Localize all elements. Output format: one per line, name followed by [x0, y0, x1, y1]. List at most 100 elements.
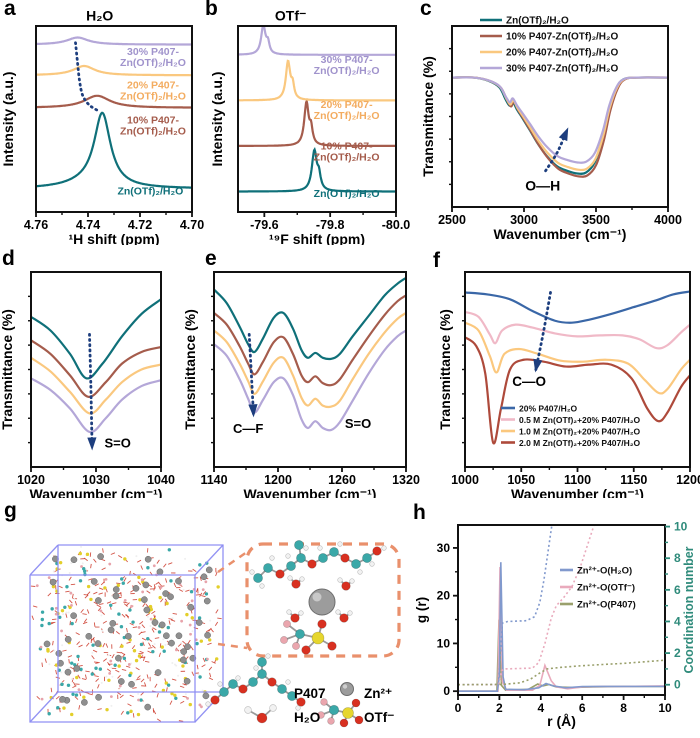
x-tick-label: 1050: [507, 473, 535, 487]
x-tick-label: 1040: [147, 473, 175, 487]
g-chart: P407 Zn²⁺ H₂O OTf⁻: [29, 540, 401, 728]
curve-label: 10% P407-Zn(OTf)₂/H₂O: [120, 115, 186, 138]
x-tick-label: 4000: [654, 213, 682, 227]
y-axis: [462, 295, 465, 444]
series-Zn(OTf)₂/H₂O: [214, 276, 406, 361]
x-tick-label: 8: [620, 701, 627, 715]
series-20% P407-Zn(OTf)₂/H₂O: [36, 64, 192, 77]
y-right-label: Coordination number: [682, 546, 696, 673]
curve-label: Zn(OTf)₂/H₂O: [314, 188, 380, 200]
simulation-box: [29, 544, 224, 723]
series-group: [36, 36, 192, 189]
x-axis: 2500 3000 3500 4000 Wavenumber (cm⁻¹): [438, 207, 682, 242]
y-right-tick: 10: [674, 520, 688, 534]
x-axis-label: Wavenumber (cm⁻¹): [244, 486, 377, 498]
x-tick-label: 1100: [564, 473, 591, 487]
annotation-text: S=O: [345, 416, 371, 431]
y-axis: [28, 295, 31, 444]
legend-entry-label: 20% P407/H₂O: [519, 404, 578, 414]
series-30% P407-Zn(OTf)₂/H₂O: [214, 329, 406, 432]
y-right-tick: 0: [674, 678, 681, 692]
series-10% P407-Zn(OTf)₂/H₂O: [36, 94, 192, 109]
series-group: [214, 276, 406, 432]
x-tick-label: 4.72: [128, 218, 152, 232]
panel-c: c 2500 3000 3500 4000 Wavenumber (cm⁻¹) Transm…: [420, 0, 700, 245]
x-tick-label: 1150: [620, 473, 647, 487]
curve-label: 30% P407-Zn(OTf)₂/H₂O: [314, 54, 380, 77]
annotation-text: S=O: [104, 436, 130, 451]
curve-label-line: Zn(OTf)₂/H₂O: [314, 65, 380, 77]
curve-label-line: 20% P407-: [127, 79, 179, 91]
zoom-inset-box: [245, 542, 401, 658]
series-30% P407-Zn(OTf)₂/H₂O: [31, 377, 161, 434]
y-left-tick: 10: [437, 636, 451, 650]
curve-label: Zn(OTf)₂/H₂O: [117, 185, 183, 197]
y-left-tick: 30: [437, 541, 451, 555]
curve-label-line: 30% P407-: [321, 54, 373, 66]
y-axis: [449, 47, 452, 186]
series-group: [458, 525, 665, 692]
water-molecule: [287, 575, 305, 589]
x-tick-label: -79.8: [316, 218, 345, 232]
y-axis: [211, 295, 214, 444]
annotation-text: O—H: [525, 178, 560, 194]
annotation-arrow: [87, 333, 97, 451]
x-tick-label: 3500: [582, 213, 610, 227]
series-1.0 M Zn(OTf)₂+20% P407/H₂O: [465, 321, 690, 395]
zn-legend-icon: [340, 682, 354, 696]
panel-label-d: d: [2, 247, 15, 270]
h2o-legend-icon: [244, 704, 277, 724]
curve-label-line: Zn(OTf)₂/H₂O: [314, 188, 380, 200]
panel-f: f 1000 1050 1100 1150 1200 Wavenumber (cm⁻¹) Tr…: [425, 248, 700, 502]
x-tick-label: 1020: [17, 473, 45, 487]
legend: Zn²⁺-O(H₂O) Zn²⁺-O(OTf⁻) Zn²⁺-O(P407): [560, 566, 636, 611]
series-20% P407-Zn(OTf)₂/H₂O: [31, 356, 161, 415]
y-right-tick: 4: [674, 614, 681, 628]
annotation-text: H₂O: [86, 7, 113, 23]
legend-label-zn: Zn²⁺: [364, 686, 392, 701]
x-tick-label: 10: [658, 701, 672, 715]
legend-label-p407: P407: [294, 686, 326, 701]
annotation-text: C—O: [512, 374, 546, 389]
series-30% P407-Zn(OTf)₂/H₂O: [36, 36, 192, 46]
panel-label-e: e: [205, 247, 217, 270]
series-20% P407/H₂O: [465, 290, 690, 324]
curve-label: 20% P407-Zn(OTf)₂/H₂O: [314, 99, 380, 122]
x-axis: 0 2 4 6 8 10 r (Å): [455, 695, 672, 729]
x-tick-label: 1200: [676, 473, 700, 487]
panel-label-c: c: [420, 0, 432, 20]
curve-label-line: 20% P407-: [321, 99, 373, 111]
series-10% P407-Zn(OTf)₂/H₂O: [214, 294, 406, 387]
series-30% P407-Zn(OTf)₂/H₂O: [238, 26, 396, 56]
legend-entry-label: 10% P407-Zn(OTf)₂/H₂O: [506, 32, 618, 43]
x-tick-label: 1200: [264, 473, 292, 487]
series-0.5 M Zn(OTf)₂+20% P407/H₂O: [465, 310, 690, 350]
series-Zn(OTf)₂/H₂O: [238, 147, 396, 193]
series-CN OTf: [458, 525, 595, 686]
curve-label: 10% P407-Zn(OTf)₂/H₂O: [314, 141, 380, 164]
series-20% P407-Zn(OTf)₂/H₂O: [214, 312, 406, 409]
p407-legend-structure: [205, 653, 306, 711]
annotation-text: OTf⁻: [275, 7, 307, 23]
water-molecule: [335, 609, 353, 623]
series-Zn(OTf)₂/H₂O: [452, 76, 668, 175]
panel-label-a: a: [4, 0, 16, 20]
plot-frame: [237, 25, 397, 213]
series-10% P407-Zn(OTf)₂/H₂O: [453, 76, 668, 178]
curve-label-line: 30% P407-: [127, 46, 179, 58]
y-axis-label: Transmittance (%): [185, 309, 198, 430]
series-2.0 M Zn(OTf)₂+20% P407/H₂O: [465, 336, 690, 445]
panel-label-g: g: [4, 499, 17, 522]
series-30% P407-Zn(OTf)₂/H₂O: [452, 76, 668, 164]
annotation-arrow: [533, 291, 552, 373]
x-tick-label: 4.76: [24, 218, 48, 232]
y-right-tick: 6: [674, 583, 681, 597]
inset-connector-lines: [217, 550, 248, 650]
curve-label-line: Zn(OTf)₂/H₂O: [314, 152, 380, 164]
legend-entry-label: Zn²⁺-O(P407): [577, 600, 636, 611]
water-molecule: [337, 577, 355, 591]
legend-label-h2o: H₂O: [294, 710, 320, 725]
